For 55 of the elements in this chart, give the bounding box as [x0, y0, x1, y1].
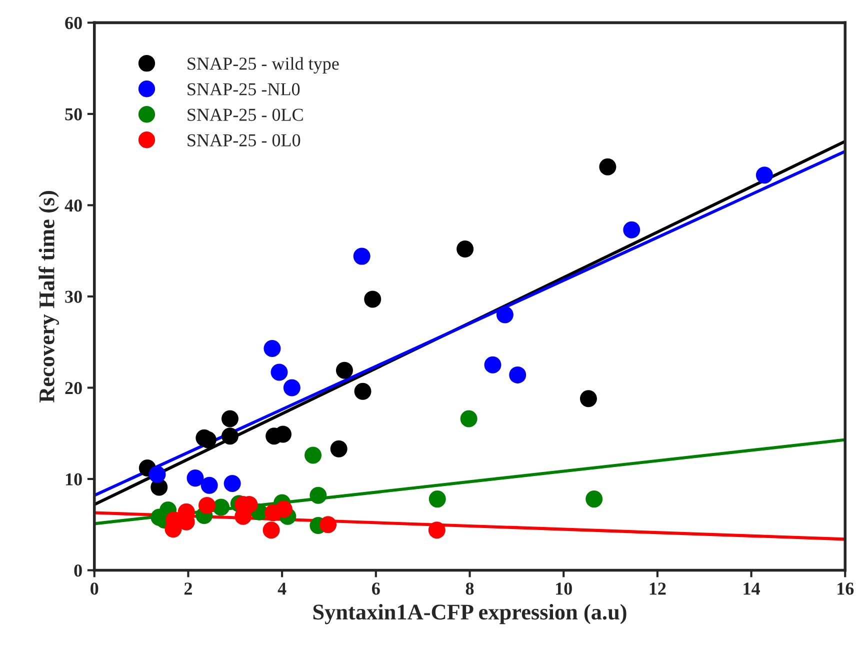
y-axis-title: Recovery Half time (s) — [38, 191, 59, 403]
x-tick-label: 10 — [556, 582, 572, 595]
point — [354, 382, 372, 400]
point — [221, 428, 238, 445]
point — [148, 466, 166, 483]
x-tick-label: 4 — [278, 582, 286, 595]
legend-label: SNAP-25 - 0L0 — [188, 134, 300, 146]
point — [200, 476, 218, 494]
point — [304, 446, 322, 464]
point — [198, 496, 216, 514]
x-tick-label: 14 — [744, 582, 760, 595]
point — [599, 158, 616, 176]
x-axis-title: Syntaxin1A-CFP expression (a.u) — [313, 604, 626, 624]
point — [212, 498, 230, 516]
point — [330, 440, 348, 458]
y-tick-label: 0 — [74, 564, 82, 577]
point — [283, 379, 300, 396]
y-tick-label: 60 — [65, 16, 82, 30]
y-tick-label: 30 — [65, 290, 82, 303]
x-tick-label: 12 — [650, 582, 666, 595]
point — [496, 306, 514, 324]
x-tick-label: 16 — [838, 582, 854, 595]
point — [580, 390, 597, 408]
point — [460, 410, 478, 428]
x-tick-label: 8 — [466, 582, 474, 595]
point — [262, 522, 280, 539]
point — [224, 475, 241, 492]
point — [275, 500, 292, 518]
legend-label: SNAP-25 -NL0 — [188, 83, 300, 96]
point — [456, 240, 474, 258]
point — [586, 490, 603, 508]
y-tick-label: 10 — [66, 473, 82, 486]
point — [310, 486, 327, 504]
legend-label: SNAP-25 - wild type — [188, 57, 339, 74]
y-tick-label: 40 — [64, 199, 82, 212]
point — [221, 410, 238, 428]
point — [264, 340, 281, 357]
x-tick-label: 6 — [372, 582, 380, 595]
point — [428, 522, 446, 539]
point — [756, 166, 773, 184]
y-tick-label: 20 — [65, 382, 82, 394]
point — [320, 516, 337, 534]
point — [484, 356, 502, 374]
x-tick-label: 2 — [184, 582, 192, 595]
legend-label: SNAP-25 - 0LC — [188, 108, 303, 121]
point — [623, 221, 640, 238]
x-tick-label: 0 — [90, 582, 98, 595]
y-tick-label: 50 — [65, 108, 82, 120]
point — [509, 366, 526, 384]
point — [270, 364, 288, 381]
point — [353, 248, 370, 265]
point — [186, 470, 204, 487]
point — [428, 490, 446, 508]
point — [364, 290, 382, 308]
point — [336, 362, 353, 379]
